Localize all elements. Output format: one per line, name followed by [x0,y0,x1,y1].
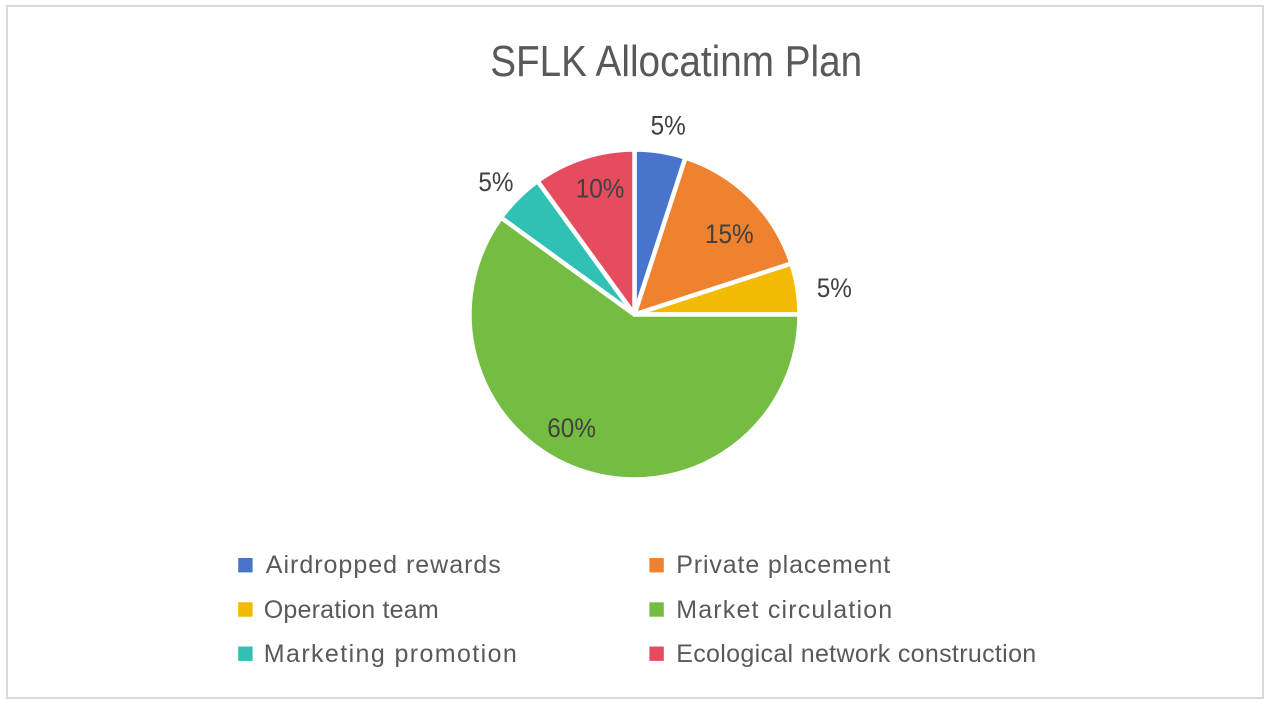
svg-text:5%: 5% [651,112,686,141]
svg-text:SFLK Allocatinm Plan: SFLK Allocatinm Plan [490,37,862,86]
svg-text:5%: 5% [817,274,852,303]
svg-text:Market circulation: Market circulation [676,596,892,624]
svg-text:5%: 5% [478,168,513,197]
svg-text:Operation team: Operation team [264,596,439,624]
svg-text:60%: 60% [547,414,596,443]
svg-text:Airdropped rewards: Airdropped rewards [266,551,501,579]
svg-text:Marketing promotion: Marketing promotion [264,640,517,668]
svg-text:10%: 10% [576,174,625,203]
svg-text:Ecological network constructio: Ecological network construction [676,640,1036,668]
svg-text:Private placement: Private placement [676,551,890,579]
svg-text:15%: 15% [705,220,754,249]
